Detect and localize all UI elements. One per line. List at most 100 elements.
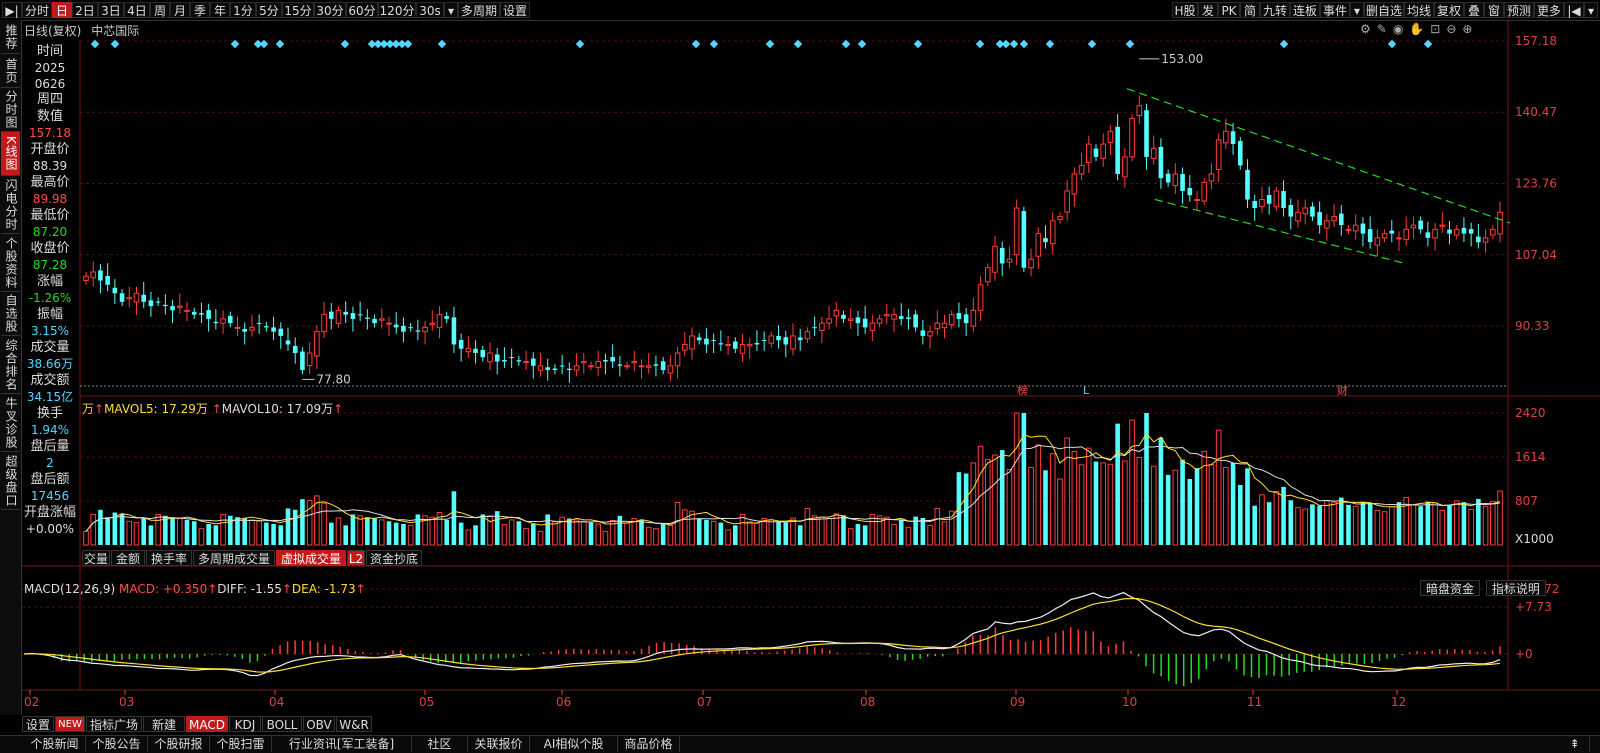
- toolbar-right-9[interactable]: 均线: [1404, 2, 1434, 18]
- toolbar-left-19[interactable]: 设置: [500, 2, 530, 18]
- toolbar-left-18[interactable]: 多周期: [458, 2, 500, 18]
- volume-bar: [378, 519, 385, 546]
- bottom-link-7[interactable]: AI相似个股: [530, 736, 618, 752]
- nav-item-6[interactable]: 自选股: [1, 292, 20, 336]
- toolbar-left-11[interactable]: 5分: [256, 2, 282, 18]
- indicator-tab-6[interactable]: BOLL: [262, 716, 302, 732]
- volume-tab-0[interactable]: 交量: [82, 550, 110, 566]
- volume-tab-5[interactable]: L2: [347, 550, 365, 566]
- toolbar-right-15[interactable]: |◀: [1564, 2, 1584, 18]
- toolbar-left-0[interactable]: ▶|: [2, 2, 22, 18]
- toolbar-left-4[interactable]: 3日: [98, 2, 124, 18]
- toolbar-right-13[interactable]: 预测: [1504, 2, 1534, 18]
- indicator-tab-3[interactable]: 新建: [143, 716, 185, 732]
- candle-body: [1172, 173, 1179, 186]
- nav-item-4[interactable]: 闪电分时: [1, 176, 20, 234]
- toolbar-right-14[interactable]: 更多: [1534, 2, 1564, 18]
- indicator-tab-5[interactable]: KDJ: [229, 716, 261, 732]
- toolbar-left-13[interactable]: 30分: [314, 2, 346, 18]
- scroll-top-icon[interactable]: ⇞: [1560, 736, 1590, 752]
- macd-legend: MACD(12,26,9) MACD: +0.350↑DIFF: -1.55↑D…: [24, 582, 366, 596]
- indicator-tab-0[interactable]: 设置: [22, 716, 54, 732]
- nav-item-5[interactable]: 个股资料: [1, 234, 20, 292]
- toolbar-right-4[interactable]: 九转: [1260, 2, 1290, 18]
- toolbar-left-10[interactable]: 1分: [230, 2, 256, 18]
- toolbar-left-5[interactable]: 4日: [124, 2, 150, 18]
- bottom-link-2[interactable]: 个股研报: [148, 736, 210, 752]
- toolbar-right-1[interactable]: 发: [1198, 2, 1218, 18]
- toolbar-left-6[interactable]: 周: [150, 2, 170, 18]
- candle-body: [906, 317, 911, 319]
- candle-body: [1237, 141, 1243, 166]
- nav-item-3[interactable]: K线图: [1, 132, 20, 176]
- indicator-tab-4[interactable]: MACD: [186, 716, 228, 732]
- volume-tab-4[interactable]: 虚拟成交量: [276, 550, 346, 566]
- toolbar-right-2[interactable]: PK: [1218, 2, 1240, 18]
- nav-item-2[interactable]: 分时图: [1, 88, 20, 132]
- toolbar-right-5[interactable]: 连板: [1290, 2, 1320, 18]
- toolbar-left-3[interactable]: 2日: [72, 2, 98, 18]
- nav-item-1[interactable]: 首页: [1, 54, 20, 88]
- volume-tab-3[interactable]: 多周期成交量: [193, 550, 275, 566]
- info-value-0-value2: 0626: [34, 77, 66, 91]
- toolbar-right-0[interactable]: H股: [1172, 2, 1198, 18]
- toolbar-left-2[interactable]: 日: [52, 2, 72, 18]
- toolbar-left-8[interactable]: 季: [190, 2, 210, 18]
- settings-icon[interactable]: ⚙: [1360, 22, 1377, 36]
- nav-item-8[interactable]: 牛叉诊股: [1, 394, 20, 452]
- candle-body: [1310, 206, 1315, 217]
- toolbar-right-8[interactable]: 删自选: [1364, 2, 1404, 18]
- toolbar-left-15[interactable]: 120分: [378, 2, 416, 18]
- toolbar-right-10[interactable]: 复权: [1434, 2, 1464, 18]
- nav-item-9[interactable]: 超级盘口: [1, 452, 20, 510]
- volume-tab-6[interactable]: 资金抄底: [366, 550, 422, 566]
- info-label-12: 盘后额: [30, 472, 70, 487]
- volume-bar: [1187, 479, 1193, 545]
- indicator-help-button[interactable]: 指标说明: [1485, 580, 1546, 596]
- candle-body: [1115, 126, 1120, 174]
- toolbar-right-11[interactable]: 叠: [1464, 2, 1484, 18]
- signal-diamond-icon: [397, 39, 407, 49]
- toolbar-left-9[interactable]: 年: [210, 2, 230, 18]
- toolbar-right-7[interactable]: ▾: [1350, 2, 1364, 18]
- bottom-link-4[interactable]: 行业资讯[军工装备]: [272, 736, 412, 752]
- bottom-link-6[interactable]: 关联报价: [468, 736, 530, 752]
- toolbar-right-12[interactable]: 窗: [1484, 2, 1504, 18]
- toolbar-right-3[interactable]: 简: [1240, 2, 1260, 18]
- zoom-in-icon[interactable]: ⊕: [1462, 22, 1479, 36]
- toolbar-left-16[interactable]: 30s: [416, 2, 444, 18]
- toolbar-right-16[interactable]: ▾: [1584, 2, 1598, 18]
- toolbar-right-6[interactable]: 事件: [1320, 2, 1350, 18]
- bottom-link-8[interactable]: 商品价格: [618, 736, 680, 752]
- bottom-link-5[interactable]: 社区: [412, 736, 468, 752]
- toolbar-left-12[interactable]: 15分: [282, 2, 314, 18]
- eye-icon[interactable]: ◉: [1392, 22, 1410, 36]
- pen-icon[interactable]: ✎: [1376, 22, 1393, 36]
- bottom-link-3[interactable]: 个股扫雷: [210, 736, 272, 752]
- indicator-tab-7[interactable]: OBV: [303, 716, 335, 732]
- volume-bar: [1317, 505, 1322, 545]
- candle-body: [653, 364, 659, 366]
- nav-item-7[interactable]: 综合排名: [1, 336, 20, 394]
- toolbar-left-7[interactable]: 月: [170, 2, 190, 18]
- bottom-link-1[interactable]: 个股公告: [86, 736, 148, 752]
- zoom-out-icon[interactable]: ⊖: [1446, 22, 1463, 36]
- volume-bar: [1093, 461, 1099, 545]
- indicator-tab-8[interactable]: W&R: [336, 716, 372, 732]
- hand-icon[interactable]: ✋: [1409, 22, 1431, 36]
- volume-bar: [674, 501, 681, 546]
- toolbar-left-17[interactable]: ▾: [444, 2, 458, 18]
- price-axis-label: 90.33: [1515, 319, 1549, 333]
- volume-tab-2[interactable]: 换手率: [146, 550, 192, 566]
- indicator-tab-2[interactable]: 指标广场: [86, 716, 142, 732]
- toolbar-left-14[interactable]: 60分: [346, 2, 378, 18]
- lock-icon[interactable]: ⊡: [1430, 22, 1447, 36]
- toolbar-left-1[interactable]: 分时: [22, 2, 52, 18]
- nav-item-0[interactable]: 推荐: [1, 20, 20, 54]
- bottom-link-0[interactable]: 个股新闻: [24, 736, 86, 752]
- volume-bar: [1158, 437, 1164, 545]
- volume-tab-1[interactable]: 金额: [111, 550, 145, 566]
- dark-pool-button[interactable]: 暗盘资金: [1420, 580, 1480, 596]
- indicator-tab-1[interactable]: NEW: [55, 716, 85, 732]
